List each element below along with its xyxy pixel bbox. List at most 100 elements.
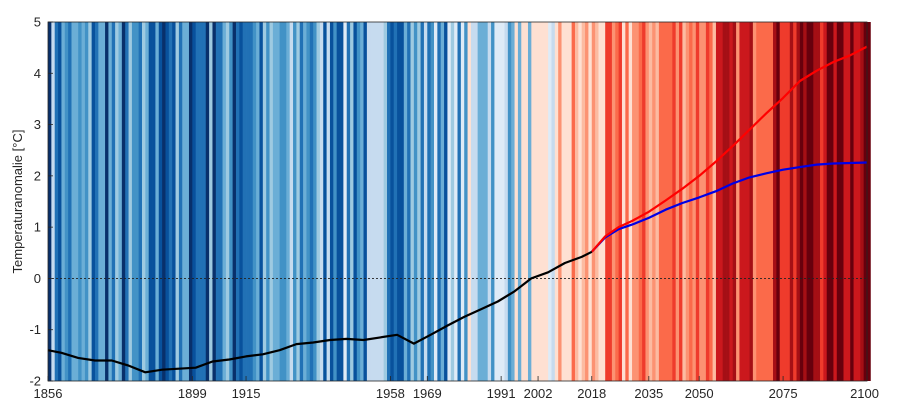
x-tick-label: 1915 <box>232 386 261 401</box>
stripe-1993 <box>507 22 512 381</box>
stripe-1961 <box>400 22 405 381</box>
stripe-1897 <box>185 22 190 381</box>
stripe-2076 <box>786 22 791 381</box>
stripe-1883 <box>138 22 143 381</box>
stripe-2044 <box>679 22 683 381</box>
stripe-1903 <box>205 22 210 381</box>
stripe-2025 <box>615 22 620 381</box>
stripe-1915 <box>246 22 250 381</box>
stripe-1926 <box>282 22 287 381</box>
stripe-1997 <box>521 22 526 381</box>
stripe-2023 <box>608 22 613 381</box>
stripe-1957 <box>387 22 391 381</box>
stripe-2078 <box>793 22 797 381</box>
stripe-2079 <box>796 22 801 381</box>
stripe-1999 <box>527 22 532 381</box>
stripe-2003 <box>541 22 546 381</box>
stripe-1947 <box>353 22 358 381</box>
stripe-2010 <box>564 22 569 381</box>
stripe-2066 <box>752 22 757 381</box>
y-tick-label: 4 <box>34 66 41 81</box>
stripe-1964 <box>410 22 415 381</box>
stripe-2062 <box>739 22 744 381</box>
stripe-1985 <box>480 22 485 381</box>
scenario-low-line <box>590 161 868 253</box>
x-tick-label: 2075 <box>769 386 798 401</box>
stripe-1989 <box>494 22 499 381</box>
stripe-2049 <box>695 22 700 381</box>
stripe-2077 <box>789 22 794 381</box>
stripe-1912 <box>235 22 240 381</box>
stripe-1861 <box>64 22 69 381</box>
stripe-1886 <box>148 22 153 381</box>
stripe-1953 <box>373 22 378 381</box>
stripe-1988 <box>491 22 495 381</box>
stripe-2013 <box>574 22 579 381</box>
stripe-1900 <box>195 22 200 381</box>
stripe-1979 <box>460 22 465 381</box>
stripe-1969 <box>427 22 432 381</box>
stripe-1949 <box>360 22 364 381</box>
stripe-1968 <box>423 22 428 381</box>
stripe-1958 <box>390 22 395 381</box>
stripe-2085 <box>816 22 821 381</box>
stripe-2099 <box>863 22 868 381</box>
stripe-1932 <box>303 22 307 381</box>
stripe-1905 <box>212 22 217 381</box>
stripe-1984 <box>477 22 482 381</box>
stripe-1967 <box>420 22 425 381</box>
stripe-1924 <box>276 22 281 381</box>
stripe-1892 <box>168 22 173 381</box>
stripe-1934 <box>309 22 314 381</box>
stripe-2054 <box>712 22 717 381</box>
y-tick-label: 1 <box>34 220 41 235</box>
stripe-2094 <box>846 22 851 381</box>
stripe-2008 <box>558 22 562 381</box>
stripe-1992 <box>504 22 509 381</box>
stripe-1972 <box>437 22 442 381</box>
stripe-2041 <box>668 22 673 381</box>
stripe-2043 <box>675 22 680 381</box>
stripe-2065 <box>749 22 754 381</box>
stripe-1991 <box>501 22 505 381</box>
stripe-2007 <box>554 22 559 381</box>
stripe-1864 <box>74 22 79 381</box>
x-tick-label: 1958 <box>376 386 405 401</box>
stripe-2075 <box>783 22 787 381</box>
stripe-1940 <box>329 22 334 381</box>
stripe-2037 <box>655 22 660 381</box>
stripe-1856 <box>48 22 52 381</box>
stripe-2089 <box>830 22 834 381</box>
stripe-2035 <box>648 22 653 381</box>
stripe-2098 <box>860 22 865 381</box>
stripe-1960 <box>397 22 401 381</box>
stripe-1896 <box>182 22 187 381</box>
stripe-1994 <box>511 22 515 381</box>
stripe-2002 <box>538 22 542 381</box>
stripe-1966 <box>417 22 421 381</box>
axes: -2 -1 0 1 2 3 4 5 1856 1899 1915 1958 1969 1991 2002 20… <box>29 15 879 402</box>
stripe-1980 <box>464 22 468 381</box>
stripe-2074 <box>779 22 784 381</box>
stripe-2087 <box>823 22 828 381</box>
stripe-1859 <box>58 22 62 381</box>
stripe-2033 <box>642 22 646 381</box>
stripe-1884 <box>141 22 146 381</box>
stripe-1976 <box>450 22 455 381</box>
x-tick-label: 1969 <box>413 386 442 401</box>
stripe-1931 <box>299 22 304 381</box>
stripe-1876 <box>115 22 119 381</box>
stripe-2072 <box>773 22 777 381</box>
stripe-1922 <box>269 22 274 381</box>
stripe-1930 <box>296 22 301 381</box>
stripe-1906 <box>215 22 220 381</box>
stripe-2040 <box>665 22 670 381</box>
stripe-2052 <box>705 22 710 381</box>
stripe-2081 <box>803 22 807 381</box>
stripe-1880 <box>128 22 133 381</box>
stripe-2097 <box>856 22 861 381</box>
stripe-1971 <box>434 22 438 381</box>
stripe-2014 <box>578 22 583 381</box>
stripe-1902 <box>202 22 207 381</box>
y-tick-label: -1 <box>29 322 41 337</box>
